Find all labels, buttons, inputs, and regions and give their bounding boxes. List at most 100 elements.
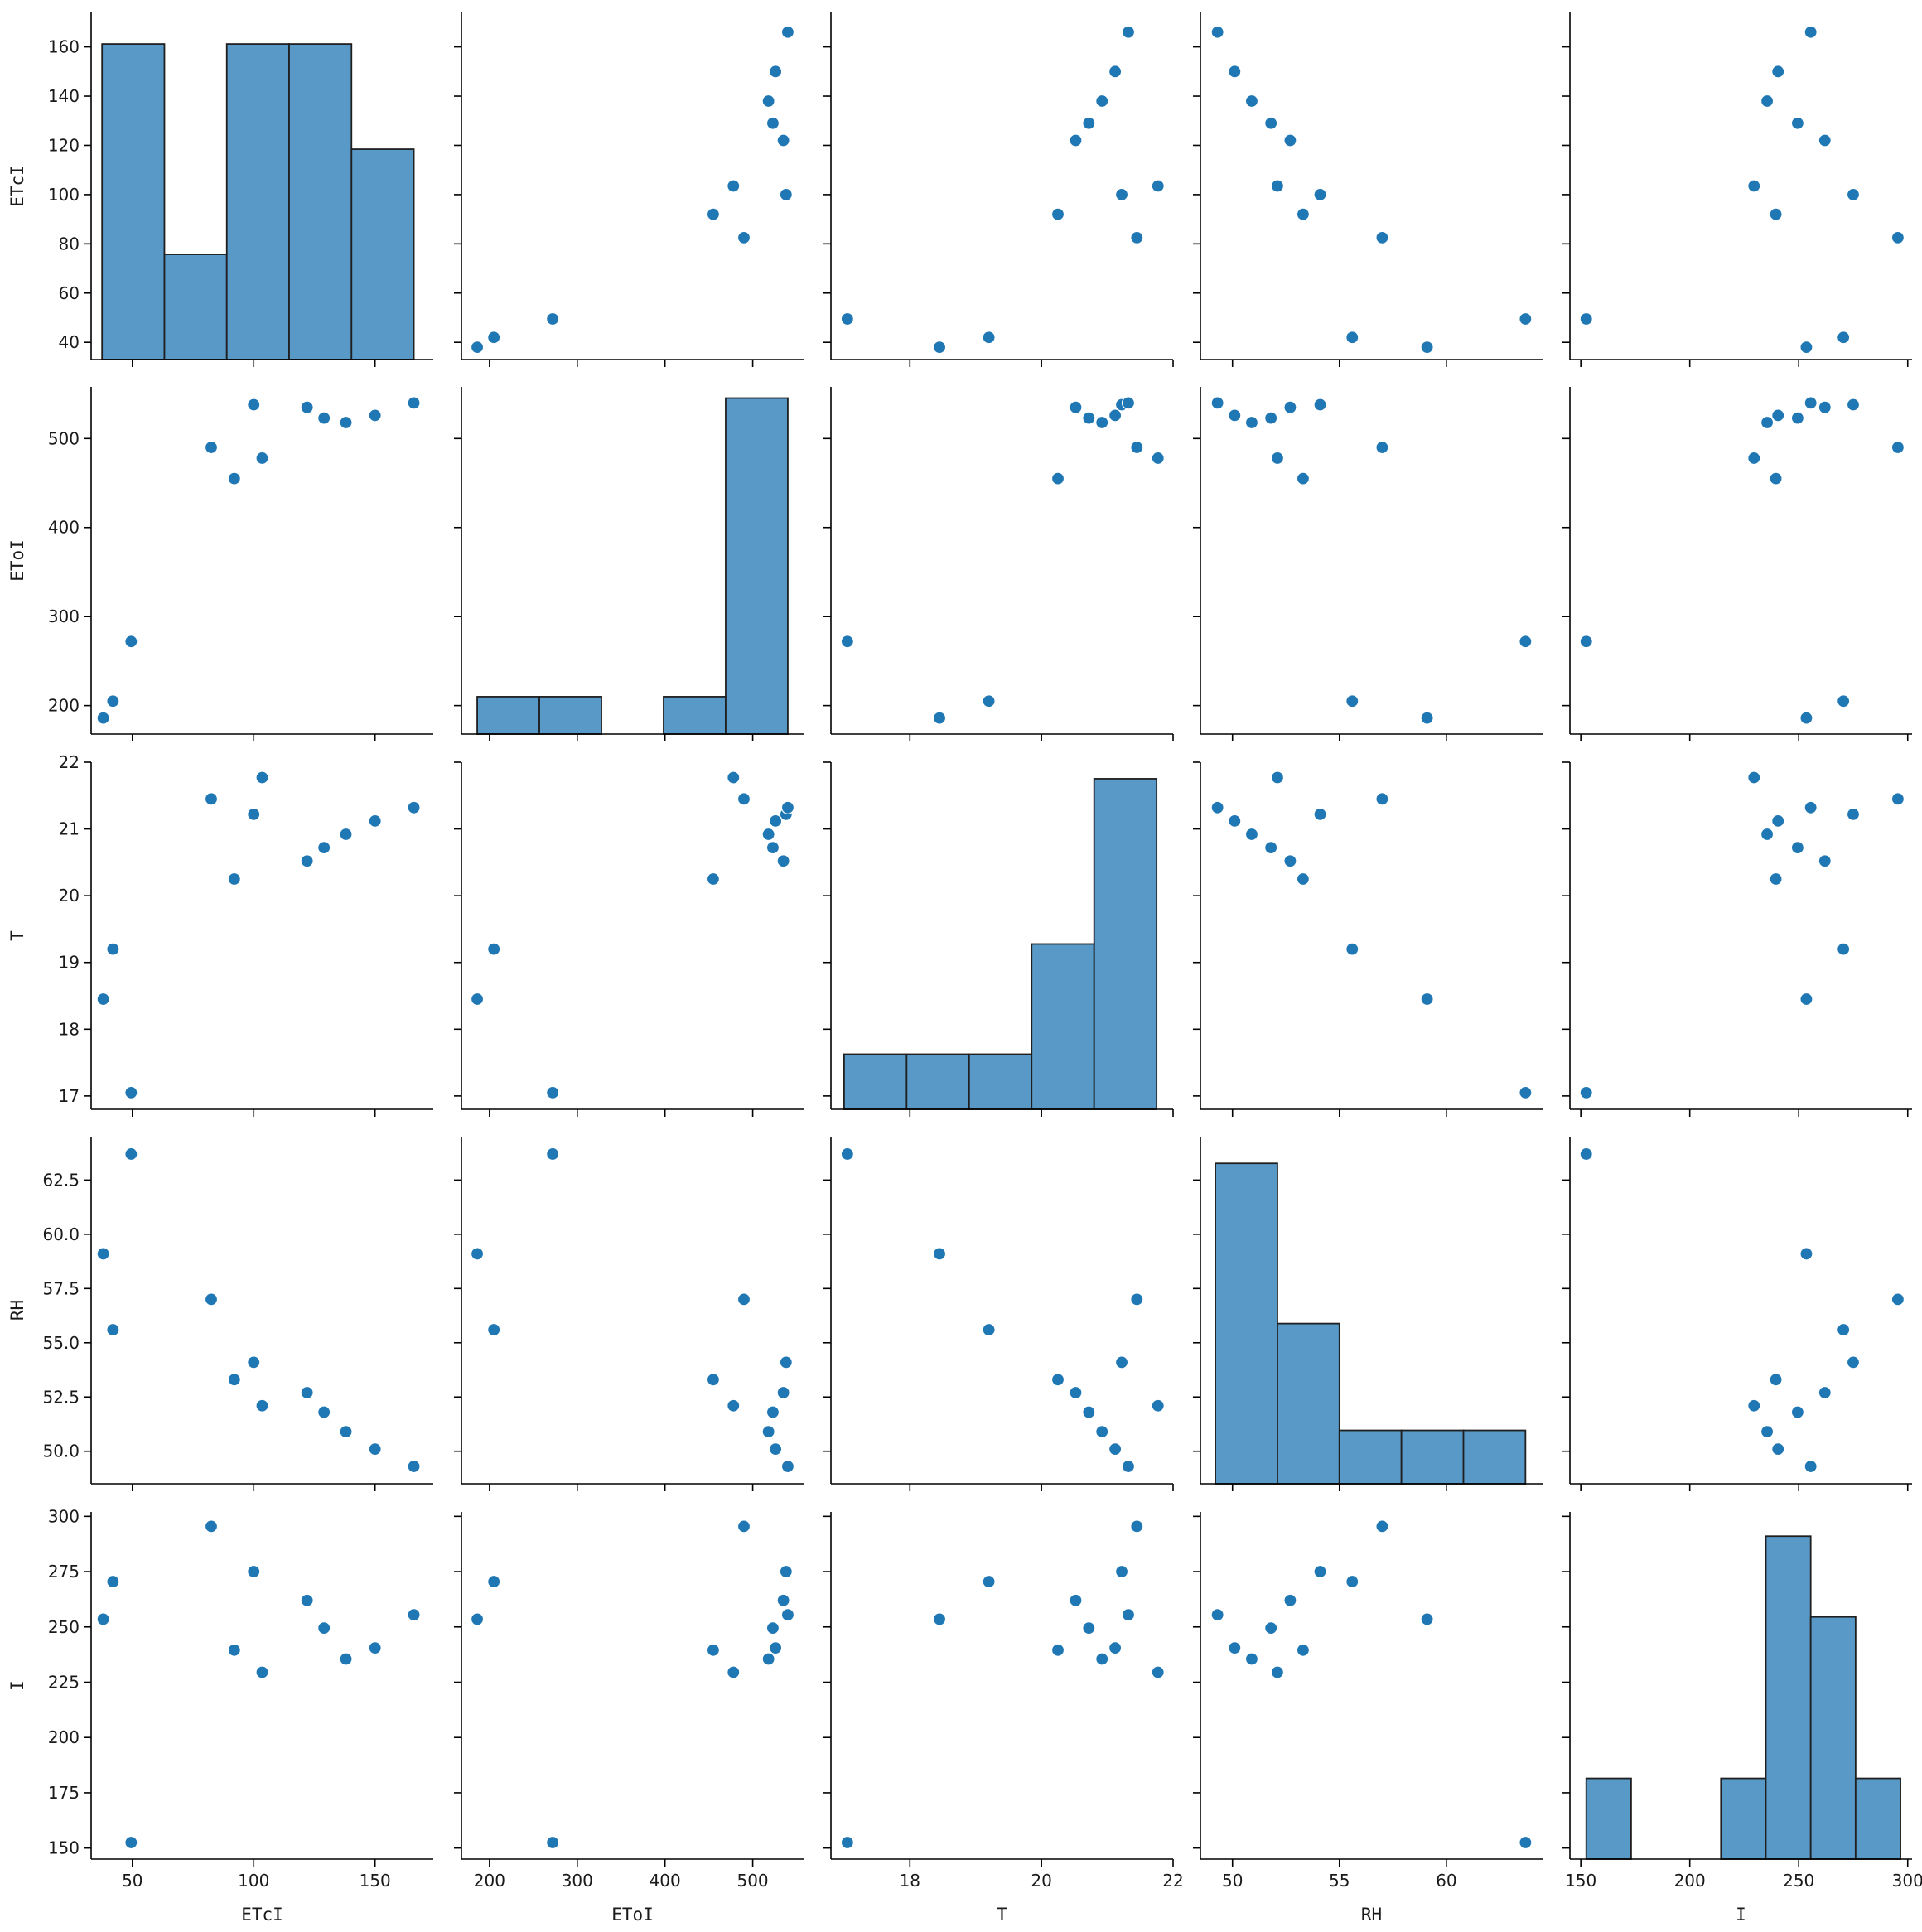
point-EToI-vs-I-2 — [1579, 635, 1593, 649]
point-I-vs-RH-3 — [1375, 1519, 1389, 1534]
x-axis-label-I: I — [1736, 1905, 1746, 1925]
point-T-vs-I-4 — [1769, 872, 1783, 886]
point-ETcI-vs-T-6 — [1151, 179, 1165, 193]
point-ETcI-vs-RH-6 — [1270, 179, 1285, 193]
panel-T-vs-ETcI: 17 18 19 20 21 22 — [59, 752, 433, 1117]
y-tick-label-T: 18 — [59, 1019, 80, 1039]
point-ETcI-vs-EToI-5 — [779, 187, 793, 202]
y-tick-label-I: 150 — [48, 1838, 80, 1858]
point-EToI-vs-T-2 — [840, 635, 854, 649]
point-RH-vs-ETcI-10 — [368, 1442, 382, 1456]
point-I-vs-ETcI-7 — [300, 1593, 314, 1607]
point-RH-vs-ETcI-6 — [255, 1398, 269, 1413]
point-EToI-vs-ETcI-0 — [96, 711, 110, 725]
point-T-vs-RH-11 — [1210, 800, 1224, 814]
point-T-vs-I-7 — [1818, 854, 1832, 868]
point-I-vs-ETcI-0 — [96, 1612, 110, 1626]
x-tick-label-RH: 50 — [1222, 1871, 1243, 1891]
point-EToI-vs-ETcI-1 — [106, 694, 120, 708]
point-I-vs-EToI-9 — [761, 1652, 775, 1666]
point-ETcI-vs-T-3 — [1130, 230, 1144, 245]
point-EToI-vs-ETcI-6 — [255, 451, 269, 466]
point-I-vs-ETcI-6 — [255, 1665, 269, 1679]
point-ETcI-vs-EToI-0 — [470, 341, 485, 355]
panel-EToI-vs-ETcI: 200 300 400 500 — [48, 387, 433, 741]
panel-I-vs-EToI: 200 300 400 500 — [454, 1512, 804, 1891]
y-tick-label-ETcI: 80 — [59, 234, 80, 254]
point-ETcI-vs-I-5 — [1846, 187, 1861, 202]
point-RH-vs-T-7 — [1069, 1385, 1083, 1400]
point-ETcI-vs-EToI-10 — [769, 65, 783, 79]
point-T-vs-RH-1 — [1345, 942, 1359, 956]
point-RH-vs-EToI-1 — [487, 1322, 501, 1337]
x-tick-label-ETcI: 50 — [122, 1871, 142, 1891]
point-RH-vs-I-7 — [1818, 1385, 1832, 1400]
point-RH-vs-ETcI-3 — [204, 1292, 219, 1307]
point-I-vs-T-6 — [1151, 1665, 1165, 1679]
point-EToI-vs-ETcI-5 — [247, 398, 261, 412]
point-T-vs-RH-0 — [1420, 992, 1434, 1007]
point-EToI-vs-I-3 — [1891, 440, 1905, 455]
point-EToI-vs-ETcI-8 — [317, 411, 331, 425]
point-RH-vs-T-8 — [1082, 1405, 1096, 1419]
point-RH-vs-ETcI-5 — [247, 1355, 261, 1369]
point-EToI-vs-ETcI-11 — [407, 396, 421, 410]
y-tick-label-EToI: 400 — [48, 518, 80, 538]
point-RH-vs-I-5 — [1846, 1355, 1861, 1369]
point-I-vs-T-0 — [932, 1612, 947, 1626]
y-tick-label-I: 225 — [48, 1672, 80, 1692]
point-I-vs-ETcI-3 — [204, 1519, 219, 1534]
point-T-vs-I-6 — [1747, 770, 1761, 785]
point-I-vs-EToI-3 — [736, 1519, 751, 1534]
point-RH-vs-I-6 — [1747, 1398, 1761, 1413]
y-tick-label-RH: 60.0 — [42, 1224, 80, 1244]
point-I-vs-EToI-1 — [487, 1574, 501, 1589]
panel-ETcI-vs-I — [1562, 12, 1912, 367]
hist-bar-ETcI-0 — [101, 43, 166, 360]
point-EToI-vs-T-0 — [932, 711, 947, 725]
point-EToI-vs-I-5 — [1846, 398, 1861, 412]
point-ETcI-vs-EToI-3 — [736, 230, 751, 245]
hist-bar-I-6 — [1854, 1777, 1901, 1860]
x-axis-label-RH: RH — [1361, 1905, 1382, 1925]
point-T-vs-RH-7 — [1283, 854, 1297, 868]
point-ETcI-vs-T-1 — [982, 331, 996, 345]
point-ETcI-vs-T-0 — [932, 341, 947, 355]
point-I-vs-T-1 — [982, 1574, 996, 1589]
point-EToI-vs-T-9 — [1095, 415, 1109, 430]
point-EToI-vs-RH-9 — [1244, 415, 1259, 430]
point-T-vs-ETcI-4 — [227, 872, 241, 886]
point-T-vs-EToI-1 — [487, 942, 501, 956]
point-I-vs-RH-2 — [1519, 1835, 1533, 1850]
point-RH-vs-I-9 — [1760, 1425, 1775, 1439]
hist-bar-I-5 — [1809, 1616, 1857, 1860]
point-ETcI-vs-EToI-11 — [780, 25, 795, 39]
hist-bar-ETcI-2 — [225, 43, 290, 360]
point-RH-vs-T-5 — [1114, 1355, 1129, 1369]
point-ETcI-vs-EToI-6 — [727, 179, 741, 193]
point-RH-vs-EToI-3 — [736, 1292, 751, 1307]
panel-ETcI-vs-T — [823, 12, 1174, 367]
point-ETcI-vs-RH-5 — [1313, 187, 1327, 202]
panel-RH-vs-I — [1562, 1137, 1912, 1491]
point-RH-vs-EToI-5 — [779, 1355, 793, 1369]
hist-bar-RH-2 — [1338, 1429, 1403, 1485]
point-EToI-vs-I-4 — [1769, 471, 1783, 485]
hist-bar-RH-1 — [1277, 1322, 1340, 1485]
panel-I-vs-I: 150 200 250 300 — [1562, 1512, 1922, 1891]
point-I-vs-ETcI-4 — [227, 1643, 241, 1657]
point-EToI-vs-ETcI-9 — [339, 415, 353, 430]
point-T-vs-ETcI-8 — [317, 841, 331, 855]
y-tick-label-T: 17 — [59, 1086, 80, 1106]
point-RH-vs-ETcI-0 — [96, 1247, 110, 1261]
panel-I-vs-T: 18 20 22 — [823, 1512, 1184, 1891]
y-axis-label-I: I — [7, 1680, 27, 1691]
hist-bar-EToI-0 — [476, 696, 540, 735]
x-tick-label-T: 22 — [1162, 1871, 1183, 1891]
point-ETcI-vs-I-11 — [1804, 25, 1818, 39]
point-T-vs-I-0 — [1799, 992, 1813, 1007]
y-axis-label-RH: RH — [7, 1300, 27, 1321]
hist-bar-RH-0 — [1215, 1162, 1278, 1485]
point-T-vs-RH-9 — [1244, 827, 1259, 842]
